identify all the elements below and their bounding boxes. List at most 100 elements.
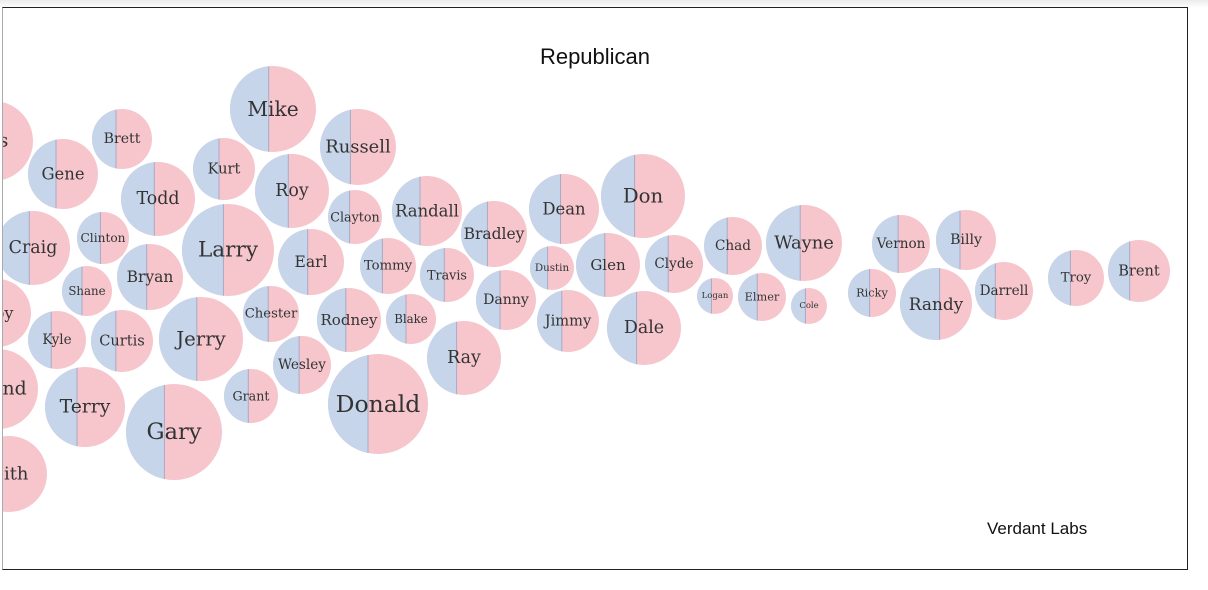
- bubble-kyle: Kyle: [27, 311, 86, 369]
- credit-label: Verdant Labs: [987, 519, 1088, 538]
- bubble-bradley-label: Bradley: [464, 225, 525, 243]
- bubble-dale: Dale: [607, 291, 681, 365]
- bubble-craig: Craig: [3, 211, 70, 285]
- bubble-dale-label: Dale: [624, 318, 664, 338]
- bubble-douglas: las: [3, 102, 33, 180]
- bubble-dustin-label: Dustin: [535, 262, 570, 274]
- bubble-wesley-label: Wesley: [278, 357, 326, 373]
- bubble-grant-label: Grant: [232, 389, 269, 404]
- bubble-earl-label: Earl: [295, 253, 328, 271]
- bubble-craig-label: Craig: [9, 238, 58, 258]
- bubble-wayne-democrat-area: [766, 205, 801, 281]
- bubble-russell-label: Russell: [325, 137, 391, 158]
- chart-frame: Republican Mike Brett Russell Gene Kurt Todd R…: [2, 7, 1188, 570]
- window-top-shadow: [0, 0, 1208, 8]
- bubble-elmer-democrat-area: [737, 273, 758, 321]
- bubble-bryan: Bryan: [116, 244, 183, 310]
- bubble-curtis: Curtis: [90, 310, 153, 372]
- bubble-curtis-label: Curtis: [99, 333, 145, 350]
- bubble-elmer-label: Elmer: [745, 291, 780, 304]
- bubble-keith-republican-area: [3, 436, 47, 512]
- bubble-wesley-democrat-area: [273, 336, 300, 394]
- bubble-clyde-democrat-area: [644, 235, 669, 293]
- bubble-donald-democrat-area: [327, 355, 368, 453]
- bubble-larry-democrat-area: [181, 204, 224, 296]
- bubble-tommy-democrat-area: [360, 238, 383, 294]
- bubble-danny-democrat-area: [475, 270, 500, 330]
- chart-title: Republican: [539, 44, 651, 69]
- bubble-logan-label: Logan: [702, 291, 729, 301]
- bubble-cole: Cole: [791, 288, 827, 324]
- bubble-vernon: Vernon: [872, 215, 930, 273]
- bubble-travis-label: Travis: [427, 268, 467, 283]
- bubble-donald-label: Donald: [336, 390, 421, 418]
- bubble-troy: Troy: [1048, 250, 1104, 306]
- bubble-jerry: Jerry: [159, 297, 243, 381]
- bubble-bradley-democrat-area: [461, 201, 488, 267]
- bubble-vernon-democrat-area: [872, 215, 899, 273]
- bubble-glen-democrat-area: [575, 233, 605, 297]
- bubble-wayne-label: Wayne: [774, 233, 834, 254]
- bubble-glen-label: Glen: [590, 256, 626, 274]
- bubble-bobby-label: bby: [3, 304, 13, 323]
- bubble-clinton-label: Clinton: [80, 231, 125, 245]
- bubble-billy-democrat-area: [935, 210, 960, 270]
- bubble-brett-democrat-area: [92, 109, 116, 169]
- bubble-mike-label: Mike: [247, 97, 298, 121]
- bubble-jimmy-label: Jimmy: [543, 313, 592, 330]
- bubble-randall: Randall: [391, 176, 462, 246]
- bubble-wayne: Wayne: [766, 205, 842, 281]
- bubble-ray: Ray: [427, 321, 501, 395]
- bubble-brett: Brett: [92, 109, 152, 169]
- bubble-shane: Shane: [61, 266, 112, 316]
- bubble-rodney-democrat-area: [316, 288, 346, 352]
- bubble-chester-democrat-area: [243, 286, 269, 342]
- bubble-glen: Glen: [575, 233, 640, 297]
- bubble-gene-democrat-area: [27, 139, 56, 209]
- bubble-raymond-label: mond: [3, 379, 27, 400]
- bubble-curtis-democrat-area: [90, 310, 116, 372]
- bubble-clayton: Clayton: [328, 190, 382, 244]
- bubble-jerry-label: Jerry: [174, 328, 226, 351]
- bubble-blake-label: Blake: [394, 312, 428, 326]
- bubble-craig-democrat-area: [3, 211, 30, 285]
- bubble-elmer: Elmer: [737, 273, 786, 321]
- bubble-earl-democrat-area: [278, 229, 308, 295]
- bubble-brent: Brent: [1107, 240, 1170, 302]
- bubble-ricky-democrat-area: [848, 269, 870, 317]
- bubble-bryan-democrat-area: [116, 244, 147, 310]
- bubble-troy-democrat-area: [1048, 250, 1071, 306]
- bubble-shane-democrat-area: [61, 266, 82, 316]
- bubble-don: Don: [600, 154, 685, 238]
- bubble-jimmy: Jimmy: [536, 290, 599, 352]
- bubble-logan-democrat-area: [697, 278, 712, 314]
- bubble-don-label: Don: [623, 185, 664, 208]
- bubble-kyle-democrat-area: [27, 311, 52, 369]
- bubble-chad-democrat-area: [704, 217, 728, 275]
- bubble-randy-democrat-area: [900, 268, 940, 340]
- bubble-darrell: Darrell: [974, 262, 1033, 320]
- bubble-douglas-republican-area: [3, 102, 33, 180]
- bubble-mike-democrat-area: [230, 66, 269, 152]
- bubble-bryan-label: Bryan: [127, 268, 174, 286]
- bubble-todd-democrat-area: [120, 162, 155, 236]
- bubble-clayton-label: Clayton: [330, 210, 379, 225]
- bubble-dale-democrat-area: [607, 291, 637, 365]
- bubble-gene: Gene: [27, 139, 98, 209]
- bubble-dustin-democrat-area: [530, 246, 548, 290]
- bubble-roy-label: Roy: [275, 181, 309, 201]
- bubble-darrell-democrat-area: [974, 263, 996, 319]
- bubble-terry-democrat-area: [44, 367, 77, 447]
- bubble-gary-democrat-area: [125, 384, 165, 480]
- bubble-clyde: Clyde: [644, 235, 703, 293]
- bubble-rodney-label: Rodney: [321, 311, 378, 329]
- bubble-kurt: Kurt: [192, 138, 255, 200]
- bubble-randall-label: Randall: [395, 202, 459, 221]
- bubble-raymond: mond: [3, 349, 38, 429]
- bubble-danny: Danny: [475, 270, 536, 330]
- bubble-brent-label: Brent: [1118, 263, 1160, 280]
- bubble-don-democrat-area: [600, 154, 635, 238]
- bubble-chart: Mike Brett Russell Gene Kurt Todd Roy Clayton Ra…: [3, 66, 1170, 512]
- bubble-keith-label: eith: [3, 464, 29, 485]
- bubble-russell-democrat-area: [320, 109, 351, 185]
